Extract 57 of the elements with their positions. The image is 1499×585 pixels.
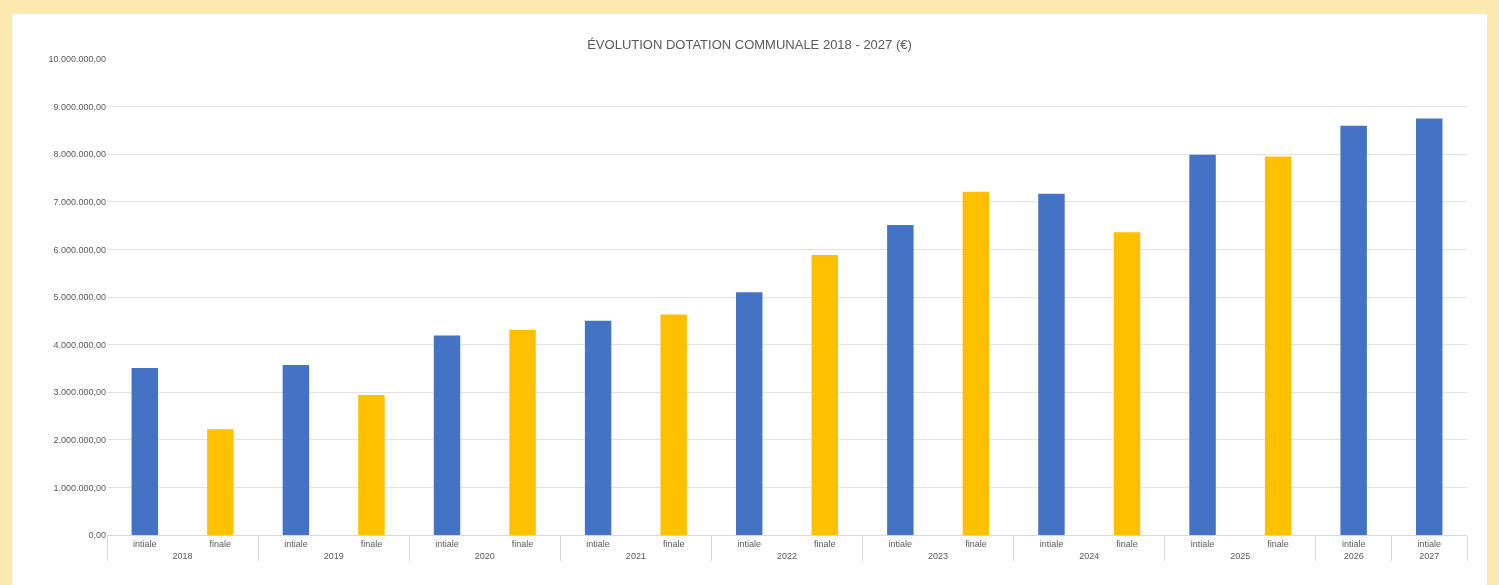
x-tick-label: 2026 — [1343, 550, 1364, 561]
text: finale — [360, 538, 383, 549]
bar — [1264, 156, 1292, 535]
x-tick-label: 2018 — [172, 550, 193, 561]
bar — [433, 335, 461, 535]
bar — [131, 367, 158, 535]
text: finale — [662, 538, 685, 549]
y-tick-label: 3.000.000,00 — [53, 387, 106, 398]
text: intiale — [888, 538, 913, 549]
series-label: intiale — [133, 538, 157, 549]
x-tick-label: 2027 — [1419, 550, 1440, 561]
text: intiale — [284, 538, 308, 549]
text: intiale — [1341, 538, 1366, 549]
bar — [811, 255, 838, 535]
text: intiale — [1190, 538, 1215, 549]
text: intiale — [737, 538, 761, 549]
text: intiale — [435, 538, 459, 549]
text: intiale — [1417, 538, 1441, 549]
y-tick-label: 2.000.000,00 — [53, 434, 106, 445]
text: intiale — [1039, 538, 1064, 549]
x-tick-label: 2021 — [625, 550, 646, 561]
bar — [1189, 154, 1216, 535]
chart-title: ÉVOLUTION DOTATION COMMUNALE 2018 - 2027 (€) — [587, 36, 912, 52]
bar — [1340, 125, 1367, 535]
bar — [282, 365, 310, 535]
x-tick-label: 2019 — [323, 550, 344, 561]
bar — [358, 395, 385, 535]
x-tick-label: 2020 — [474, 550, 495, 561]
bar — [207, 429, 234, 535]
text: finale — [1267, 538, 1289, 549]
bar — [736, 292, 763, 535]
y-tick-label: 8.000.000,00 — [53, 149, 106, 160]
series-label: finale — [209, 538, 232, 549]
text: finale — [814, 538, 836, 549]
bar — [509, 329, 536, 535]
y-tick-label: 5.000.000,00 — [53, 292, 106, 303]
y-tick-label: 0,00 — [88, 530, 106, 541]
y-tick-label: 4.000.000,00 — [53, 339, 106, 350]
y-tick-label: 1.000.000,00 — [53, 482, 106, 493]
y-tick-label: 6.000.000,00 — [53, 244, 106, 255]
bar — [1113, 232, 1141, 535]
y-tick-label: 9.000.000,00 — [53, 101, 106, 112]
bar — [962, 191, 990, 535]
text: intiale — [586, 538, 610, 549]
bar — [660, 314, 687, 535]
x-tick-label: 2024 — [1079, 550, 1100, 561]
bar — [1038, 193, 1065, 535]
y-tick-label: 7.000.000,00 — [53, 196, 106, 207]
text: finale — [965, 538, 987, 549]
y-tick-label: 10.000.000,00 — [48, 54, 106, 65]
x-tick-label: 2023 — [928, 550, 949, 561]
text: finale — [1116, 538, 1138, 549]
bar — [584, 320, 612, 535]
text: finale — [511, 538, 534, 549]
x-tick-label: 2025 — [1230, 550, 1251, 561]
bar — [887, 225, 914, 535]
x-tick-label: 2022 — [776, 550, 798, 561]
